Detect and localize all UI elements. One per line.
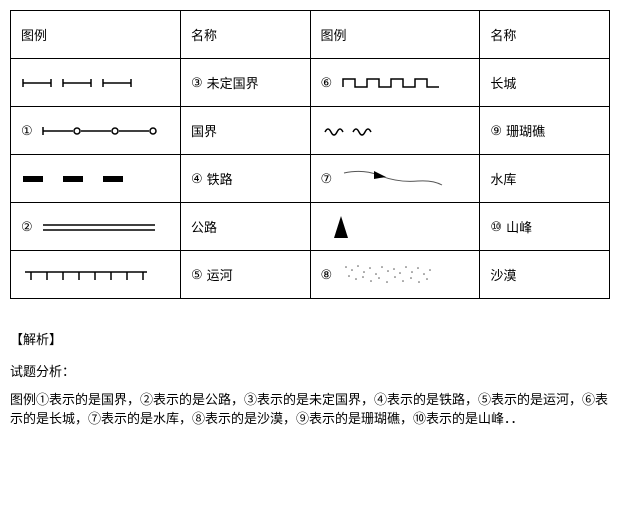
table-row: ④ 铁路 ⑦ 水库 xyxy=(11,155,610,203)
table-row: ⑤ 运河 ⑧ xyxy=(11,251,610,299)
legend-cell-canal xyxy=(11,251,181,299)
name-cell-undetermined-border: ③ 未定国界 xyxy=(180,59,310,107)
header-name-1: 名称 xyxy=(180,11,310,59)
header-legend-2: 图例 xyxy=(310,11,480,59)
marker-8: ⑧ xyxy=(321,267,333,283)
marker-10: ⑩ xyxy=(490,219,502,235)
name-cell-canal: ⑤ 运河 xyxy=(180,251,310,299)
legend-cell-railway xyxy=(11,155,181,203)
name-cell-highway: 公路 xyxy=(180,203,310,251)
legend-cell-reservoir: ⑦ xyxy=(310,155,480,203)
national-border-icon xyxy=(39,123,169,139)
legend-table: 图例 名称 图例 名称 ③ 未定国界 xyxy=(10,10,610,299)
table-row: ① 国界 xyxy=(11,107,610,155)
analysis-body: 图例①表示的是国界，②表示的是公路，③表示的是未定国界，④表示的是铁路，⑤表示的… xyxy=(10,390,620,429)
name-reservoir: 水库 xyxy=(490,172,516,187)
legend-cell-highway: ② xyxy=(11,203,181,251)
name-desert: 沙漠 xyxy=(490,268,516,283)
name-highway: 公路 xyxy=(191,220,217,235)
canal-icon xyxy=(21,266,151,284)
legend-cell-undetermined-border xyxy=(11,59,181,107)
marker-7: ⑦ xyxy=(321,171,333,187)
railway-icon xyxy=(21,172,151,186)
name-cell-coral-reef: ⑨ 珊瑚礁 xyxy=(480,107,610,155)
name-national-border: 国界 xyxy=(191,124,217,139)
highway-icon xyxy=(39,220,159,234)
analysis-subheading: 试题分析： xyxy=(10,362,620,382)
name-peak: 山峰 xyxy=(506,217,532,236)
table-row: ③ 未定国界 ⑥ 长城 xyxy=(11,59,610,107)
legend-cell-great-wall: ⑥ xyxy=(310,59,480,107)
name-canal: 运河 xyxy=(207,265,233,284)
legend-cell-desert: ⑧ xyxy=(310,251,480,299)
header-name-2: 名称 xyxy=(480,11,610,59)
name-railway: 铁路 xyxy=(207,169,233,188)
marker-4: ④ xyxy=(191,171,203,187)
name-cell-desert: 沙漠 xyxy=(480,251,610,299)
legend-cell-peak xyxy=(310,203,480,251)
name-undetermined-border: 未定国界 xyxy=(207,73,259,92)
great-wall-icon xyxy=(338,73,448,93)
marker-2: ② xyxy=(21,219,33,235)
undetermined-border-icon xyxy=(21,75,141,91)
analysis-heading: 【解析】 xyxy=(10,329,620,348)
name-cell-railway: ④ 铁路 xyxy=(180,155,310,203)
name-coral-reef: 珊瑚礁 xyxy=(506,121,545,140)
name-cell-great-wall: 长城 xyxy=(480,59,610,107)
name-cell-reservoir: 水库 xyxy=(480,155,610,203)
table-header-row: 图例 名称 图例 名称 xyxy=(11,11,610,59)
marker-1: ① xyxy=(21,123,33,139)
header-legend-1: 图例 xyxy=(11,11,181,59)
legend-cell-coral-reef xyxy=(310,107,480,155)
legend-cell-national-border: ① xyxy=(11,107,181,155)
marker-3: ③ xyxy=(191,75,203,91)
mountain-peak-icon xyxy=(321,213,361,241)
reservoir-icon xyxy=(338,167,448,191)
marker-9: ⑨ xyxy=(490,123,502,139)
name-cell-peak: ⑩ 山峰 xyxy=(480,203,610,251)
marker-6: ⑥ xyxy=(321,75,333,91)
desert-icon xyxy=(338,261,438,289)
coral-reef-icon xyxy=(321,122,381,140)
marker-5: ⑤ xyxy=(191,267,203,283)
name-cell-national-border: 国界 xyxy=(180,107,310,155)
name-great-wall: 长城 xyxy=(490,76,516,91)
table-row: ② 公路 ⑩ 山峰 xyxy=(11,203,610,251)
